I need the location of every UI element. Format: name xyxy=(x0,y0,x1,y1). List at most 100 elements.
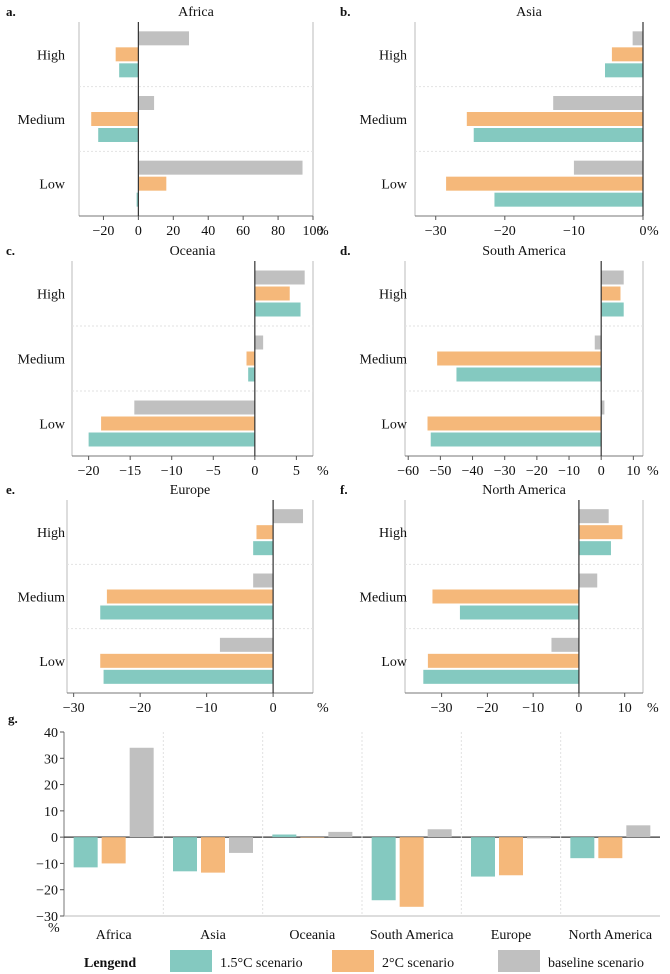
x-tick-label: 0 xyxy=(640,224,647,239)
bar-1p5c xyxy=(88,432,255,447)
bar-baseline xyxy=(573,160,643,175)
y-tick-label: 0 xyxy=(51,831,58,846)
x-unit-label: % xyxy=(647,224,659,239)
bar-baseline xyxy=(138,96,155,110)
category-label: Medium xyxy=(360,113,408,128)
x-tick-label: −30 xyxy=(425,224,447,239)
category-label: Asia xyxy=(200,928,226,943)
panel-title: Africa xyxy=(178,5,215,20)
category-label: South America xyxy=(370,928,454,943)
bar-1p5c xyxy=(119,63,139,78)
bar-2c xyxy=(254,286,290,301)
category-label: High xyxy=(37,48,65,63)
category-label: Low xyxy=(381,418,408,433)
category-label: Medium xyxy=(360,353,408,368)
category-label: High xyxy=(37,288,65,303)
legend-title: Lengend xyxy=(84,956,136,971)
x-tick-label: −15 xyxy=(119,464,141,479)
category-label: Low xyxy=(39,655,66,670)
x-tick-label: −10 xyxy=(563,224,585,239)
bar-1p5c xyxy=(100,605,274,620)
y-tick-label: 30 xyxy=(44,752,58,767)
y-tick-label: 40 xyxy=(44,726,58,741)
bar-2c xyxy=(246,351,255,366)
bar-1p5c xyxy=(471,837,495,877)
bar-1p5c xyxy=(371,837,396,901)
x-tick-label: −10 xyxy=(161,464,183,479)
x-tick-label: 0 xyxy=(270,701,277,716)
panel-label: e. xyxy=(6,482,15,497)
bar-1p5c xyxy=(459,605,579,620)
bar-2c xyxy=(427,653,579,668)
x-tick-label: 5 xyxy=(293,464,300,479)
category-label: High xyxy=(379,288,407,303)
legend-label: baseline scenario xyxy=(548,956,644,971)
category-label: North America xyxy=(569,928,653,943)
bar-2c xyxy=(598,837,623,859)
y-tick-label: −30 xyxy=(36,910,58,925)
bar-1p5c xyxy=(98,128,139,142)
category-label: Africa xyxy=(96,928,133,943)
bar-1p5c xyxy=(248,367,255,382)
panel-label: d. xyxy=(340,243,350,258)
panel-title: Oceania xyxy=(170,244,217,259)
x-tick-label: 10 xyxy=(626,464,640,479)
x-tick-label: 0 xyxy=(251,464,258,479)
bar-1p5c xyxy=(73,837,98,868)
bar-1p5c xyxy=(430,432,602,447)
bar-baseline xyxy=(553,96,643,110)
x-tick-label: 20 xyxy=(166,224,180,239)
bar-baseline xyxy=(427,829,452,838)
legend-swatch xyxy=(498,950,540,972)
bar-baseline xyxy=(601,400,605,415)
x-tick-label: −20 xyxy=(129,701,151,716)
bar-baseline xyxy=(129,747,154,838)
bar-2c xyxy=(611,47,643,62)
x-tick-label: −10 xyxy=(196,701,218,716)
x-tick-label: −10 xyxy=(522,701,544,716)
y-tick-label: 20 xyxy=(44,779,58,794)
bar-baseline xyxy=(254,270,305,285)
panel-label: f. xyxy=(340,482,348,497)
bar-baseline xyxy=(578,509,609,524)
bar-1p5c xyxy=(254,302,301,317)
category-label: Low xyxy=(381,178,408,193)
x-tick-label: 10 xyxy=(618,701,632,716)
bar-1p5c xyxy=(494,192,643,207)
legend-swatch xyxy=(170,950,212,972)
category-label: Medium xyxy=(18,591,66,606)
bar-2c xyxy=(138,176,167,191)
legend-label: 2°C scenario xyxy=(382,956,454,971)
bar-2c xyxy=(101,837,126,864)
bar-baseline xyxy=(527,837,551,839)
y-tick-label: −20 xyxy=(36,884,58,899)
x-tick-label: −50 xyxy=(429,464,451,479)
bar-1p5c xyxy=(103,669,274,684)
bar-1p5c xyxy=(605,63,643,78)
panel-label: b. xyxy=(340,4,350,19)
bar-2c xyxy=(256,525,274,540)
y-unit-label: % xyxy=(48,921,60,936)
x-tick-label: −20 xyxy=(476,701,498,716)
category-label: Low xyxy=(39,418,66,433)
x-unit-label: % xyxy=(647,701,659,716)
x-tick-label: −20 xyxy=(526,464,548,479)
y-tick-label: 10 xyxy=(44,805,58,820)
bar-1p5c xyxy=(601,302,624,317)
bar-2c xyxy=(100,653,274,668)
x-tick-label: −20 xyxy=(92,224,114,239)
bar-baseline xyxy=(138,160,303,175)
x-tick-label: −5 xyxy=(206,464,221,479)
bar-baseline xyxy=(601,270,624,285)
x-tick-label: −60 xyxy=(397,464,419,479)
x-tick-label: 0 xyxy=(598,464,605,479)
category-label: High xyxy=(379,526,407,541)
bar-1p5c xyxy=(570,837,595,859)
category-label: Europe xyxy=(491,928,531,943)
bar-1p5c xyxy=(272,834,297,838)
x-tick-label: 80 xyxy=(271,224,285,239)
bar-2c xyxy=(499,837,523,876)
panel-title: North America xyxy=(482,483,566,498)
legend-swatch xyxy=(332,950,374,972)
